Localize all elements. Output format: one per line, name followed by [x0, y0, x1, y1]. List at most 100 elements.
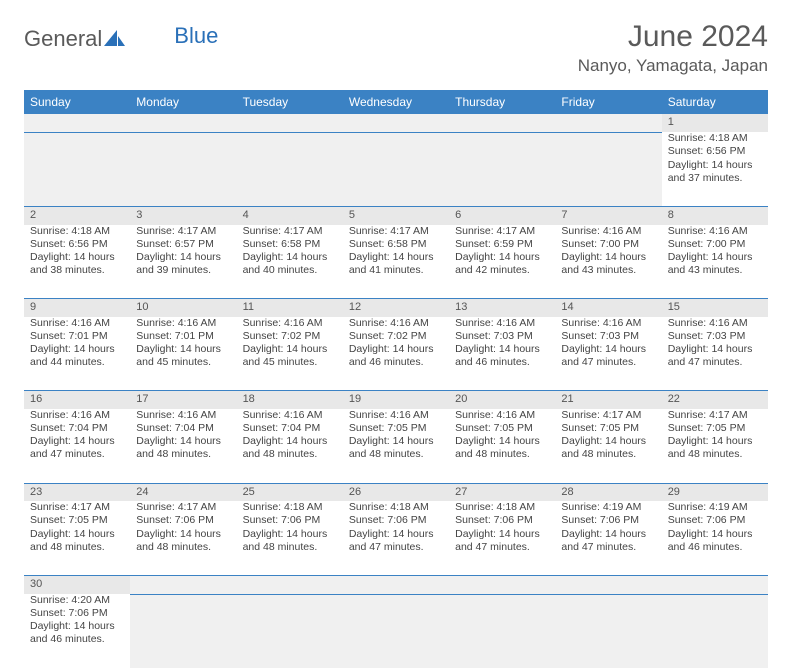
- day-content-row: Sunrise: 4:16 AMSunset: 7:01 PMDaylight:…: [24, 317, 768, 391]
- day-cell: Sunrise: 4:17 AMSunset: 7:05 PMDaylight:…: [555, 409, 661, 483]
- daylight-line-1: Daylight: 14 hours: [668, 251, 762, 264]
- day-cell: [130, 594, 236, 668]
- day-cell: Sunrise: 4:16 AMSunset: 7:05 PMDaylight:…: [343, 409, 449, 483]
- sunrise-line: Sunrise: 4:19 AM: [561, 501, 655, 514]
- day-number-cell: 10: [130, 299, 236, 317]
- day-number-cell: 11: [237, 299, 343, 317]
- sunset-line: Sunset: 7:05 PM: [455, 422, 549, 435]
- day-content-row: Sunrise: 4:18 AMSunset: 6:56 PMDaylight:…: [24, 225, 768, 299]
- day-content-row: Sunrise: 4:20 AMSunset: 7:06 PMDaylight:…: [24, 594, 768, 668]
- daynum-row: 16171819202122: [24, 391, 768, 409]
- daylight-line-1: Daylight: 14 hours: [30, 251, 124, 264]
- day-cell: Sunrise: 4:17 AMSunset: 6:58 PMDaylight:…: [343, 225, 449, 299]
- day-number-cell: [343, 114, 449, 132]
- daynum-row: 9101112131415: [24, 299, 768, 317]
- daylight-line-1: Daylight: 14 hours: [455, 528, 549, 541]
- day-cell: Sunrise: 4:18 AMSunset: 7:06 PMDaylight:…: [449, 501, 555, 575]
- daylight-line-2: and 48 minutes.: [349, 448, 443, 461]
- daylight-line-1: Daylight: 14 hours: [561, 435, 655, 448]
- day-cell: Sunrise: 4:18 AMSunset: 7:06 PMDaylight:…: [237, 501, 343, 575]
- sunrise-line: Sunrise: 4:17 AM: [243, 225, 337, 238]
- daylight-line-2: and 46 minutes.: [668, 541, 762, 554]
- day-cell: Sunrise: 4:17 AMSunset: 7:06 PMDaylight:…: [130, 501, 236, 575]
- day-number-cell: 6: [449, 206, 555, 224]
- day-number-cell: 17: [130, 391, 236, 409]
- sunrise-line: Sunrise: 4:16 AM: [668, 317, 762, 330]
- daylight-line-1: Daylight: 14 hours: [30, 435, 124, 448]
- day-number-cell: 21: [555, 391, 661, 409]
- day-cell: [555, 132, 661, 206]
- sunrise-line: Sunrise: 4:16 AM: [136, 317, 230, 330]
- daylight-line-1: Daylight: 14 hours: [455, 343, 549, 356]
- day-number-cell: 25: [237, 483, 343, 501]
- day-content-row: Sunrise: 4:17 AMSunset: 7:05 PMDaylight:…: [24, 501, 768, 575]
- daylight-line-1: Daylight: 14 hours: [668, 528, 762, 541]
- day-number-cell: 18: [237, 391, 343, 409]
- daylight-line-2: and 43 minutes.: [561, 264, 655, 277]
- weekday-header: Tuesday: [237, 90, 343, 114]
- daylight-line-1: Daylight: 14 hours: [243, 251, 337, 264]
- day-cell: Sunrise: 4:20 AMSunset: 7:06 PMDaylight:…: [24, 594, 130, 668]
- daylight-line-2: and 45 minutes.: [136, 356, 230, 369]
- day-cell: Sunrise: 4:17 AMSunset: 6:57 PMDaylight:…: [130, 225, 236, 299]
- day-cell: Sunrise: 4:16 AMSunset: 7:01 PMDaylight:…: [130, 317, 236, 391]
- weekday-header-row: Sunday Monday Tuesday Wednesday Thursday…: [24, 90, 768, 114]
- daylight-line-2: and 41 minutes.: [349, 264, 443, 277]
- day-number-cell: 4: [237, 206, 343, 224]
- day-cell: Sunrise: 4:17 AMSunset: 7:05 PMDaylight:…: [662, 409, 768, 483]
- daynum-row: 23242526272829: [24, 483, 768, 501]
- daylight-line-2: and 42 minutes.: [455, 264, 549, 277]
- daylight-line-2: and 47 minutes.: [349, 541, 443, 554]
- sunset-line: Sunset: 7:00 PM: [561, 238, 655, 251]
- day-cell: Sunrise: 4:17 AMSunset: 6:58 PMDaylight:…: [237, 225, 343, 299]
- sunset-line: Sunset: 6:59 PM: [455, 238, 549, 251]
- daylight-line-2: and 48 minutes.: [561, 448, 655, 461]
- daylight-line-2: and 48 minutes.: [136, 541, 230, 554]
- daylight-line-1: Daylight: 14 hours: [136, 251, 230, 264]
- day-number-cell: 8: [662, 206, 768, 224]
- day-number-cell: [130, 575, 236, 594]
- sunrise-line: Sunrise: 4:16 AM: [668, 225, 762, 238]
- sunset-line: Sunset: 7:03 PM: [668, 330, 762, 343]
- day-content-row: Sunrise: 4:18 AMSunset: 6:56 PMDaylight:…: [24, 132, 768, 206]
- daylight-line-2: and 44 minutes.: [30, 356, 124, 369]
- weekday-header: Friday: [555, 90, 661, 114]
- daylight-line-1: Daylight: 14 hours: [349, 343, 443, 356]
- daynum-row: 2345678: [24, 206, 768, 224]
- daylight-line-1: Daylight: 14 hours: [349, 251, 443, 264]
- sunrise-line: Sunrise: 4:16 AM: [243, 409, 337, 422]
- sunset-line: Sunset: 7:04 PM: [243, 422, 337, 435]
- sunrise-line: Sunrise: 4:18 AM: [455, 501, 549, 514]
- daylight-line-1: Daylight: 14 hours: [243, 343, 337, 356]
- daylight-line-2: and 47 minutes.: [561, 356, 655, 369]
- sunrise-line: Sunrise: 4:17 AM: [455, 225, 549, 238]
- daylight-line-1: Daylight: 14 hours: [136, 528, 230, 541]
- sunset-line: Sunset: 7:02 PM: [349, 330, 443, 343]
- day-number-cell: 16: [24, 391, 130, 409]
- daylight-line-2: and 46 minutes.: [30, 633, 124, 646]
- day-number-cell: 12: [343, 299, 449, 317]
- daylight-line-2: and 48 minutes.: [136, 448, 230, 461]
- daylight-line-2: and 39 minutes.: [136, 264, 230, 277]
- sunset-line: Sunset: 6:56 PM: [668, 145, 762, 158]
- day-number-cell: [449, 575, 555, 594]
- sunset-line: Sunset: 7:03 PM: [455, 330, 549, 343]
- day-cell: [343, 132, 449, 206]
- daylight-line-1: Daylight: 14 hours: [668, 343, 762, 356]
- sunrise-line: Sunrise: 4:17 AM: [668, 409, 762, 422]
- title-block: June 2024 Nanyo, Yamagata, Japan: [578, 20, 768, 76]
- daylight-line-2: and 47 minutes.: [561, 541, 655, 554]
- daylight-line-1: Daylight: 14 hours: [349, 528, 443, 541]
- logo-text-blue: Blue: [174, 23, 218, 49]
- sunset-line: Sunset: 7:06 PM: [349, 514, 443, 527]
- sunrise-line: Sunrise: 4:16 AM: [561, 317, 655, 330]
- sunset-line: Sunset: 7:06 PM: [30, 607, 124, 620]
- logo: General Blue: [24, 26, 218, 52]
- sunset-line: Sunset: 6:56 PM: [30, 238, 124, 251]
- day-number-cell: 30: [24, 575, 130, 594]
- day-cell: Sunrise: 4:16 AMSunset: 7:03 PMDaylight:…: [449, 317, 555, 391]
- day-number-cell: 22: [662, 391, 768, 409]
- weekday-header: Saturday: [662, 90, 768, 114]
- day-number-cell: [237, 114, 343, 132]
- daylight-line-2: and 38 minutes.: [30, 264, 124, 277]
